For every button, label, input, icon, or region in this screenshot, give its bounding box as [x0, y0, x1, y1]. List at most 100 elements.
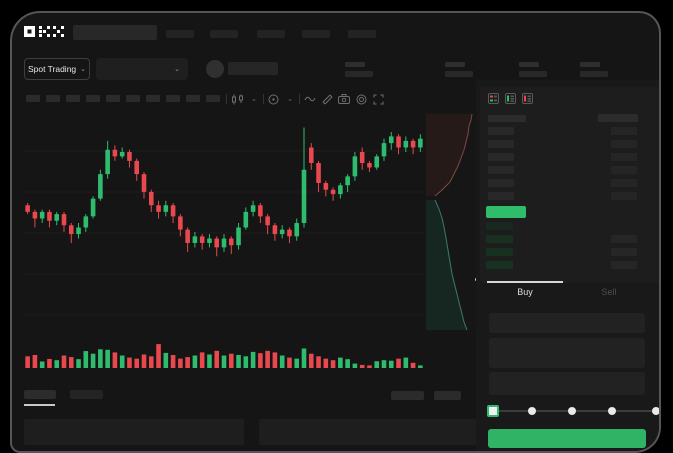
volume-bar [374, 361, 380, 368]
candle-body [410, 140, 416, 148]
measure-icon[interactable] [320, 93, 334, 105]
book-asks-icon[interactable] [522, 93, 533, 104]
ask-row-size[interactable] [611, 166, 637, 174]
nav-item-placeholder[interactable] [210, 30, 238, 38]
volume-bar [61, 355, 67, 368]
volume-bar [98, 349, 103, 368]
slider-handle[interactable] [487, 405, 499, 417]
candle-body [272, 225, 278, 235]
volume-bar [228, 353, 234, 368]
interval-button-placeholder[interactable] [106, 95, 120, 102]
volume-bar [410, 362, 416, 368]
bid-row-price[interactable] [486, 261, 513, 269]
volume-bar [272, 352, 278, 368]
order-book-view-icons [488, 93, 533, 104]
nav-item-placeholder[interactable] [166, 30, 194, 38]
bid-row-size[interactable] [611, 261, 637, 269]
ask-row-price[interactable] [488, 153, 514, 161]
volume-bar [127, 357, 132, 368]
bottom-action-2[interactable] [434, 391, 461, 400]
slider-step-dot[interactable] [528, 407, 536, 415]
candle-body [352, 156, 358, 177]
stat-label-placeholder [580, 62, 600, 67]
interval-button-placeholder[interactable] [186, 95, 200, 102]
ask-row-price[interactable] [488, 192, 514, 200]
bottom-tab-1[interactable] [24, 390, 56, 399]
fullscreen-icon[interactable] [371, 93, 385, 105]
search-placeholder[interactable] [73, 25, 157, 40]
tab-sell[interactable]: Sell [601, 287, 617, 297]
tab-indicator [487, 281, 563, 283]
nav-item-placeholder[interactable] [348, 30, 376, 38]
book-both-icon[interactable] [488, 93, 499, 104]
ask-row-size[interactable] [611, 179, 637, 187]
bid-row-price[interactable] [486, 248, 513, 256]
slider-step-dot[interactable] [608, 407, 616, 415]
bid-row-price[interactable] [486, 235, 513, 243]
pair-selector[interactable]: ⌄ [96, 58, 188, 80]
ask-row-price[interactable] [488, 166, 514, 174]
bottom-tab-indicator [24, 404, 55, 406]
history-panel-placeholder [259, 419, 476, 445]
bid-row-size[interactable] [611, 235, 637, 243]
candle-body [388, 136, 394, 144]
ask-row-price[interactable] [488, 140, 514, 148]
bid-row-size[interactable] [611, 248, 637, 256]
interval-button-placeholder[interactable] [126, 95, 140, 102]
price-input-placeholder[interactable] [489, 313, 645, 333]
interval-button-placeholder[interactable] [146, 95, 160, 102]
nav-item-placeholder[interactable] [257, 30, 285, 38]
line-tool-icon[interactable] [303, 93, 317, 105]
slider-step-dot[interactable] [652, 407, 659, 415]
pair-avatar[interactable] [206, 60, 224, 78]
chevron-down-icon[interactable]: ⌄ [287, 96, 293, 103]
indicators-icon[interactable] [267, 93, 281, 105]
bottom-action-1[interactable] [391, 391, 424, 400]
candle-body [308, 147, 314, 164]
bid-row-price[interactable] [486, 222, 513, 230]
ask-row-price[interactable] [488, 179, 514, 187]
volume-bar [207, 354, 212, 368]
interval-button-placeholder[interactable] [46, 95, 60, 102]
buy-submit-button[interactable] [488, 429, 646, 448]
candle-body [294, 223, 300, 237]
interval-button-placeholder[interactable] [206, 95, 220, 102]
volume-bar [221, 355, 227, 368]
ask-row-size[interactable] [611, 153, 637, 161]
pair-name-placeholder [228, 62, 278, 75]
ask-row-size[interactable] [611, 127, 637, 135]
total-input-placeholder[interactable] [489, 372, 645, 395]
candle-body [39, 211, 45, 219]
ask-row-size[interactable] [611, 192, 637, 200]
interval-button-placeholder[interactable] [26, 95, 40, 102]
candle-type-icon[interactable] [230, 93, 245, 105]
nav-item-placeholder[interactable] [302, 30, 330, 38]
ask-row-size[interactable] [611, 140, 637, 148]
interval-button-placeholder[interactable] [86, 95, 100, 102]
slider-step-dot[interactable] [568, 407, 576, 415]
target-icon[interactable] [354, 93, 368, 105]
camera-icon[interactable] [337, 93, 351, 105]
stat-label-placeholder [519, 62, 539, 67]
tab-buy[interactable]: Buy [517, 287, 533, 297]
book-bids-icon[interactable] [505, 93, 516, 104]
volume-bar [294, 358, 300, 368]
chevron-down-icon[interactable]: ⌄ [251, 96, 257, 103]
chart-canvas[interactable] [24, 112, 424, 334]
last-price-highlight[interactable] [486, 206, 526, 218]
volume-bar [68, 357, 74, 368]
candle-body [418, 138, 423, 148]
interval-button-placeholder[interactable] [166, 95, 180, 102]
interval-button-placeholder[interactable] [66, 95, 80, 102]
ask-row-price[interactable] [488, 127, 514, 135]
candle-body [381, 143, 387, 157]
candle-body [47, 211, 52, 221]
app-window: Spot Trading ⌄ ⌄ ⌄ ⌄ [10, 11, 661, 453]
okx-logo [24, 25, 64, 39]
amount-input-placeholder[interactable] [489, 338, 645, 368]
bottom-tab-2[interactable] [70, 390, 103, 399]
volume-bar [47, 358, 52, 368]
depth-area [426, 114, 472, 196]
candle-body [127, 151, 132, 161]
market-type-selector[interactable]: Spot Trading ⌄ [24, 58, 90, 80]
